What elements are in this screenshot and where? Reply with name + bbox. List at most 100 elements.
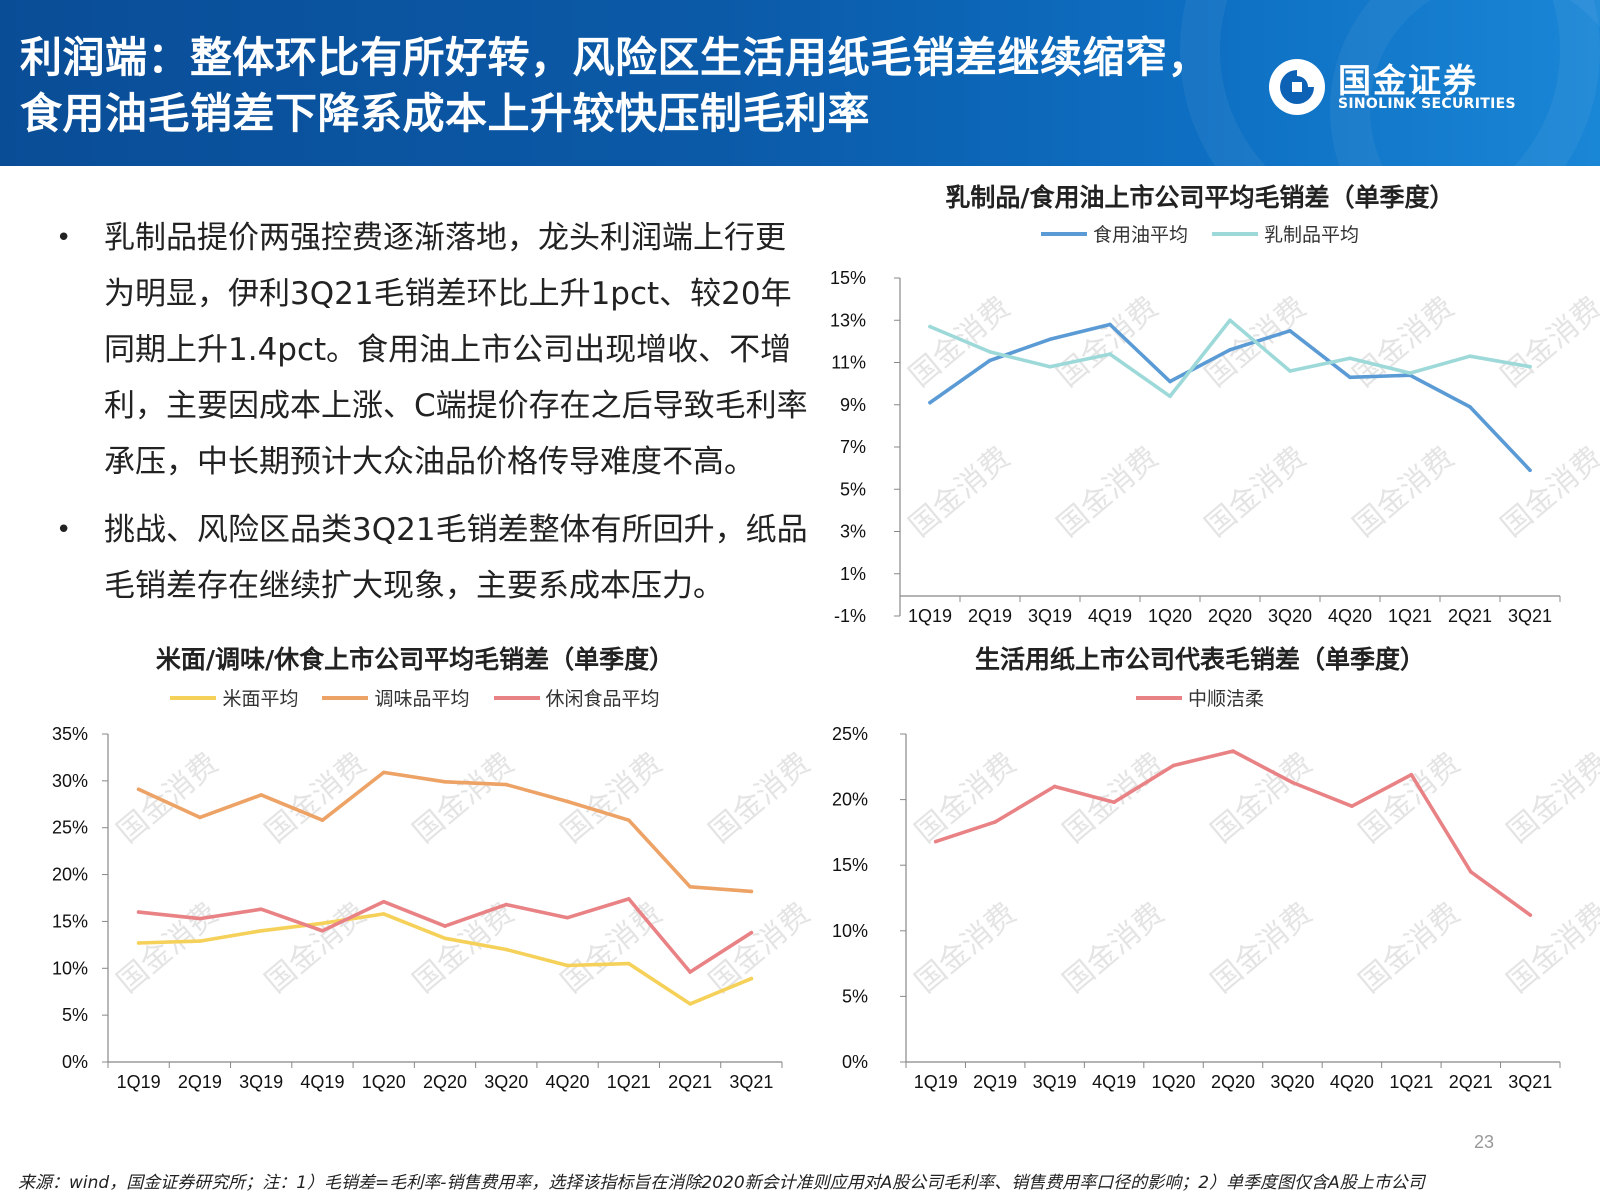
data-point bbox=[381, 912, 386, 916]
x-tick-label: 1Q19 bbox=[908, 606, 952, 626]
data-point bbox=[198, 916, 202, 921]
data-point bbox=[627, 961, 631, 966]
watermark-text: 国金消费 bbox=[703, 746, 817, 850]
sinolink-logo-icon bbox=[1269, 59, 1325, 115]
chart-title: 乳制品/食用油上市公司平均毛销差（单季度） bbox=[945, 183, 1455, 212]
data-point bbox=[320, 921, 325, 926]
x-tick-label: 1Q21 bbox=[607, 1072, 651, 1092]
data-point bbox=[627, 818, 631, 823]
watermark-text: 国金消费 bbox=[259, 896, 373, 1000]
legend-swatch bbox=[1135, 695, 1182, 700]
data-point bbox=[136, 787, 141, 792]
y-tick-label: 25% bbox=[52, 818, 88, 838]
source-footnote: 来源：wind，国金证券研究所；注：1）毛销差=毛利率-销售费用率，选择该指标旨… bbox=[18, 1173, 1425, 1193]
bullet-dot: • bbox=[56, 515, 72, 545]
data-point bbox=[1528, 913, 1533, 917]
x-tick-label: 1Q20 bbox=[1148, 606, 1192, 626]
legend-item: 中顺洁柔 bbox=[1135, 684, 1264, 711]
watermark-text: 国金消费 bbox=[903, 290, 1017, 394]
x-tick-label: 4Q19 bbox=[1088, 606, 1132, 626]
y-tick-label: 1% bbox=[840, 564, 866, 584]
data-point bbox=[988, 350, 992, 354]
x-tick-label: 4Q19 bbox=[1092, 1072, 1136, 1092]
data-point bbox=[259, 929, 263, 933]
data-point bbox=[1468, 405, 1472, 409]
legend-item: 休闲食品平均 bbox=[493, 684, 660, 711]
data-point bbox=[1290, 780, 1295, 785]
watermark-text: 国金消费 bbox=[1057, 746, 1171, 850]
data-point bbox=[928, 400, 932, 405]
data-point bbox=[688, 1002, 692, 1006]
data-point bbox=[1288, 329, 1292, 333]
watermark-text: 国金消费 bbox=[1501, 746, 1600, 850]
x-tick-label: 3Q19 bbox=[239, 1072, 283, 1092]
y-tick-label: 10% bbox=[52, 958, 88, 978]
data-point bbox=[504, 947, 509, 952]
y-tick-label: -1% bbox=[834, 606, 866, 626]
legend-label: 米面平均 bbox=[222, 688, 299, 710]
data-point bbox=[136, 941, 141, 945]
data-point bbox=[1108, 352, 1112, 356]
data-point bbox=[1469, 869, 1473, 874]
bullet-item: • 挑战、风险区品类3Q21毛销差整体有所回升，纸品毛销差存在继续扩大现象，主要… bbox=[50, 502, 810, 614]
data-point bbox=[1228, 348, 1232, 352]
data-point bbox=[443, 936, 447, 941]
data-point bbox=[749, 889, 754, 894]
data-point bbox=[1231, 749, 1235, 753]
data-point bbox=[443, 779, 447, 784]
bullet-item: • 乳制品提价两强控费逐渐落地，龙头利润端上行更为明显，伊利3Q21毛销差环比上… bbox=[50, 210, 810, 490]
data-point bbox=[198, 815, 202, 820]
data-point bbox=[136, 910, 141, 914]
data-point bbox=[565, 915, 570, 920]
x-tick-label: 3Q20 bbox=[1268, 606, 1312, 626]
legend-label: 休闲食品平均 bbox=[545, 688, 660, 710]
legend-label: 中顺洁柔 bbox=[1187, 688, 1264, 710]
y-tick-label: 15% bbox=[830, 268, 866, 288]
x-tick-label: 3Q19 bbox=[1033, 1072, 1077, 1092]
y-tick-label: 10% bbox=[832, 921, 868, 941]
y-tick-label: 7% bbox=[840, 437, 866, 457]
data-point bbox=[1048, 337, 1052, 342]
data-point bbox=[1112, 800, 1116, 805]
data-point bbox=[1408, 371, 1412, 375]
data-point bbox=[627, 897, 631, 901]
x-tick-label: 1Q20 bbox=[362, 1072, 406, 1092]
data-point bbox=[1348, 356, 1352, 361]
x-tick-label: 3Q21 bbox=[1508, 1072, 1552, 1092]
chart-title: 生活用纸上市公司代表毛销差（单季度） bbox=[974, 645, 1425, 674]
logo-chinese-text: 国金证券 bbox=[1338, 61, 1478, 100]
watermark-text: 国金消费 bbox=[555, 746, 669, 850]
data-point bbox=[1528, 468, 1532, 473]
data-point bbox=[928, 324, 932, 329]
data-point bbox=[320, 929, 325, 933]
x-tick-label: 3Q20 bbox=[1270, 1072, 1314, 1092]
data-point bbox=[381, 770, 386, 775]
y-tick-label: 0% bbox=[62, 1052, 88, 1072]
watermark-text: 国金消费 bbox=[909, 896, 1023, 1000]
data-point bbox=[259, 907, 263, 912]
data-point bbox=[504, 782, 509, 787]
data-point bbox=[1171, 763, 1176, 768]
x-tick-label: 2Q19 bbox=[178, 1072, 222, 1092]
watermark-text: 国金消费 bbox=[407, 746, 521, 850]
watermark-text: 国金消费 bbox=[1199, 440, 1313, 544]
watermark-text: 国金消费 bbox=[703, 896, 817, 1000]
bullet-text: 乳制品提价两强控费逐渐落地，龙头利润端上行更为明显，伊利3Q21毛销差环比上升1… bbox=[104, 220, 808, 480]
data-point bbox=[1468, 354, 1472, 358]
x-tick-label: 3Q21 bbox=[1508, 606, 1552, 626]
chart-dairy-oil: 乳制品/食用油上市公司平均毛销差（单季度） 食用油平均 乳制品平均 国金消费 国金… bbox=[820, 178, 1600, 638]
chart-legend: 米面平均 调味品平均 休闲食品平均 bbox=[30, 684, 800, 711]
legend-item: 食用油平均 bbox=[1040, 220, 1188, 247]
watermark-text: 国金消费 bbox=[111, 896, 225, 1000]
bullet-list: • 乳制品提价两强控费逐渐落地，龙头利润端上行更为明显，伊利3Q21毛销差环比上… bbox=[50, 210, 810, 626]
watermark-text: 国金消费 bbox=[1205, 746, 1319, 850]
x-tick-label: 1Q19 bbox=[914, 1072, 958, 1092]
x-tick-label: 4Q20 bbox=[1328, 606, 1372, 626]
watermark-text: 国金消费 bbox=[1205, 896, 1319, 1000]
legend-swatch bbox=[1212, 231, 1258, 236]
y-tick-label: 11% bbox=[831, 353, 866, 373]
